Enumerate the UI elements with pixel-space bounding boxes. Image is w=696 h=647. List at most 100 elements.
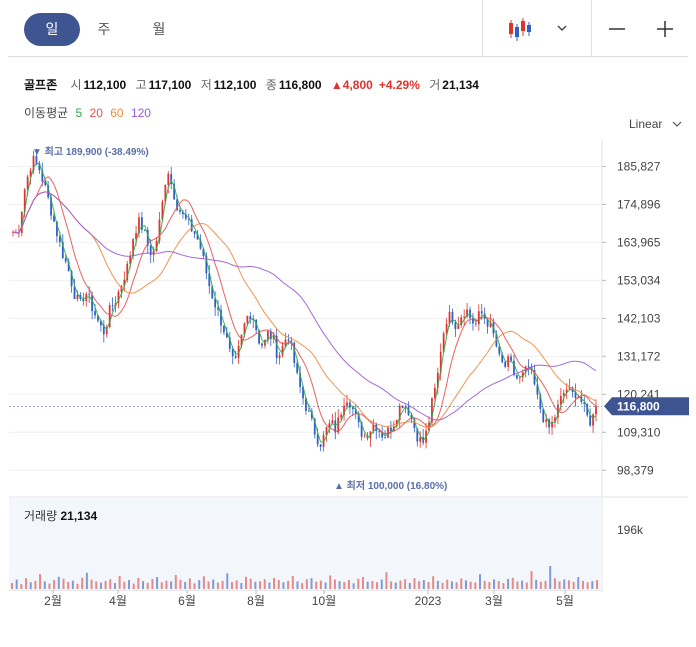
candle [231,346,234,365]
volume-bar [357,578,360,589]
ma-5-label[interactable]: 5 [75,106,83,120]
candle [15,229,17,234]
candle-body [79,295,82,299]
candle-body [474,323,477,325]
candle-body [410,414,413,419]
candle-body [586,404,589,416]
volume-bar [319,580,322,589]
candle [205,252,208,280]
candle [407,401,410,417]
candle-body [64,258,67,262]
volume-bar [535,579,538,589]
candle-body [454,322,457,329]
volume-bar [516,581,519,589]
candle-body [205,256,208,274]
candle-body [58,236,61,243]
candle [70,270,73,293]
candle-body [513,360,515,375]
candle-body [199,239,202,249]
candle-body [176,199,178,211]
scale-toggle-button[interactable]: Linear [629,117,682,131]
candle [390,421,392,439]
candle [454,319,457,337]
candle-body [390,427,392,432]
volume-bar [221,580,224,589]
candlestick-icon[interactable] [505,14,535,44]
volume-bar [352,583,355,589]
candle [474,318,477,327]
volume-bar [254,581,257,589]
candle [129,251,132,269]
candle [498,343,501,357]
candle-body [38,163,41,171]
tab-monthly[interactable]: 월 [152,21,166,37]
volume-bar [39,574,42,589]
candle [152,247,155,263]
volume-bar [329,575,332,589]
ma-legend-label: 이동평균 [24,106,69,120]
candle [469,306,471,325]
candle [310,407,313,421]
candle-body [135,232,137,240]
tab-weekly[interactable]: 주 [97,21,111,37]
volume-bar [553,578,556,589]
ma-120-label[interactable]: 120 [130,106,151,120]
close-label: 종 [265,78,277,92]
candle-body [129,255,132,264]
plus-icon[interactable] [650,14,680,44]
candlestick-series [12,148,597,452]
candle-body [580,396,583,403]
candle-body [99,320,102,326]
candle-body [82,298,85,302]
volume-bar [25,578,28,589]
volume-bar [259,581,262,589]
candle [132,238,135,260]
candle-body [220,309,222,326]
candle-body [313,418,316,435]
candle-body [29,170,32,177]
chevron-down-icon[interactable] [548,14,578,44]
volume-bar [581,580,584,589]
candle-body [577,396,580,399]
candle [76,290,79,302]
candle [240,334,243,349]
ma-60-label[interactable]: 60 [110,106,124,120]
candle [220,304,222,334]
candle-body [243,323,246,335]
minus-icon[interactable] [602,14,632,44]
candle-body [91,294,93,312]
scale-label: Linear [629,117,663,131]
candle [313,418,316,439]
volume-bar [446,579,449,589]
volume-bar [15,579,18,589]
candle [354,404,357,420]
volume-bar [464,580,467,589]
volume-bar [596,580,598,589]
candle [173,179,176,200]
candle-body [507,356,510,367]
ma-20-label[interactable]: 20 [89,106,103,120]
candle-body [237,345,240,358]
candle [331,413,334,425]
candle [577,394,580,399]
candle-body [261,343,263,346]
candle [284,332,287,349]
candle-body [102,325,105,335]
candle [193,231,196,239]
candle-body [73,286,76,300]
volume-bar [455,582,458,589]
candle-body [111,305,114,307]
volume-bar [479,574,481,589]
candle [562,389,565,404]
candle-body [234,356,237,358]
candle-body [167,173,170,185]
candle-body [392,426,395,432]
volume-bar [57,576,60,589]
volume-axis-label: 196k [617,523,644,537]
candle-body [498,346,501,355]
candle-body [217,307,219,310]
tab-daily[interactable]: 일 [24,13,80,46]
candle [202,248,205,259]
candle-body [158,219,161,241]
